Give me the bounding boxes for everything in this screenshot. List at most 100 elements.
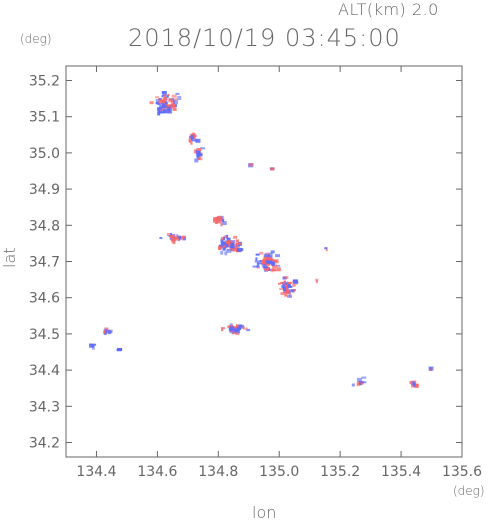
positive-point	[236, 242, 241, 245]
negative-point	[235, 329, 241, 334]
negative-point	[108, 329, 113, 333]
negative-point	[275, 254, 280, 258]
y-tick-label: 35.2	[29, 73, 60, 89]
negative-point	[287, 294, 292, 298]
positive-point	[285, 286, 288, 290]
negative-point	[91, 345, 95, 350]
positive-point	[259, 251, 264, 255]
positive-point	[273, 259, 279, 264]
positive-point	[172, 240, 176, 245]
positive-point	[278, 282, 281, 285]
negative-point	[220, 250, 224, 255]
positive-point	[218, 246, 222, 250]
positive-point	[232, 326, 237, 329]
positive-point	[197, 157, 203, 161]
negative-point	[177, 96, 182, 100]
positive-point	[103, 330, 106, 334]
negative-point	[259, 260, 263, 263]
y-unit-label: (deg)	[20, 32, 52, 46]
negative-point	[229, 323, 233, 326]
negative-point	[195, 138, 201, 143]
negative-point	[231, 245, 234, 248]
positive-point	[161, 106, 167, 111]
positive-point	[280, 282, 283, 284]
positive-point	[285, 289, 291, 294]
negative-point	[412, 382, 416, 387]
x-tick-label: 135.4	[381, 464, 421, 480]
negative-point	[254, 260, 260, 263]
positive-point	[213, 217, 219, 222]
positive-point	[242, 327, 248, 330]
positive-point	[225, 241, 231, 244]
y-tick-label: 34.4	[29, 363, 60, 379]
positive-point	[227, 325, 230, 328]
positive-point	[189, 133, 192, 136]
negative-point	[182, 236, 186, 241]
negative-point	[158, 111, 164, 114]
positive-point	[171, 94, 177, 98]
positive-point	[235, 243, 238, 247]
y-tick-label: 34.2	[29, 436, 60, 452]
negative-point	[359, 380, 361, 384]
positive-point	[166, 233, 172, 236]
positive-point	[224, 235, 228, 238]
positive-point	[235, 245, 238, 250]
positive-point	[218, 216, 221, 221]
positive-point	[175, 237, 180, 241]
negative-point	[226, 243, 230, 246]
negative-point	[155, 101, 160, 105]
negative-point	[235, 327, 239, 332]
positive-point	[262, 258, 267, 261]
negative-point	[267, 253, 270, 258]
negative-point	[256, 262, 259, 267]
y-tick-label: 34.6	[29, 291, 60, 307]
negative-point	[162, 105, 168, 108]
negative-point	[361, 376, 367, 379]
positive-point	[248, 163, 254, 167]
negative-point	[271, 261, 276, 266]
positive-point	[221, 327, 224, 332]
y-tick-label: 34.3	[29, 399, 60, 415]
positive-point	[182, 235, 186, 238]
negative-point	[177, 236, 182, 239]
negative-point	[229, 331, 235, 334]
positive-point	[214, 221, 218, 224]
positive-point	[236, 324, 239, 328]
positive-point	[272, 269, 277, 272]
positive-point	[269, 167, 275, 171]
negative-point	[162, 109, 167, 114]
y-tick-label: 34.9	[29, 182, 60, 198]
negative-point	[255, 253, 260, 256]
positive-point	[417, 383, 420, 388]
positive-point	[170, 236, 173, 239]
positive-point	[170, 104, 176, 109]
negative-point	[324, 247, 328, 250]
negative-point	[191, 137, 193, 142]
positive-point	[315, 278, 319, 281]
positive-point	[222, 246, 225, 249]
negative-point	[159, 106, 165, 109]
positive-point	[267, 257, 272, 261]
positive-point	[282, 281, 285, 284]
negative-point	[158, 98, 162, 101]
data-points	[89, 91, 434, 388]
negative-point	[256, 265, 260, 268]
positive-point	[411, 384, 414, 388]
positive-point	[233, 235, 238, 239]
negative-point	[351, 383, 355, 387]
negative-point	[270, 250, 275, 254]
positive-point	[218, 217, 224, 222]
negative-point	[239, 324, 245, 329]
positive-point	[280, 292, 285, 296]
negative-point	[91, 343, 97, 346]
positive-point	[170, 237, 176, 242]
negative-point	[225, 244, 228, 248]
positive-point	[409, 381, 412, 385]
negative-point	[428, 366, 434, 371]
positive-point	[196, 148, 202, 151]
negative-point	[196, 151, 201, 155]
y-tick-label: 34.5	[29, 327, 60, 343]
negative-point	[221, 221, 227, 226]
negative-point	[266, 261, 269, 265]
